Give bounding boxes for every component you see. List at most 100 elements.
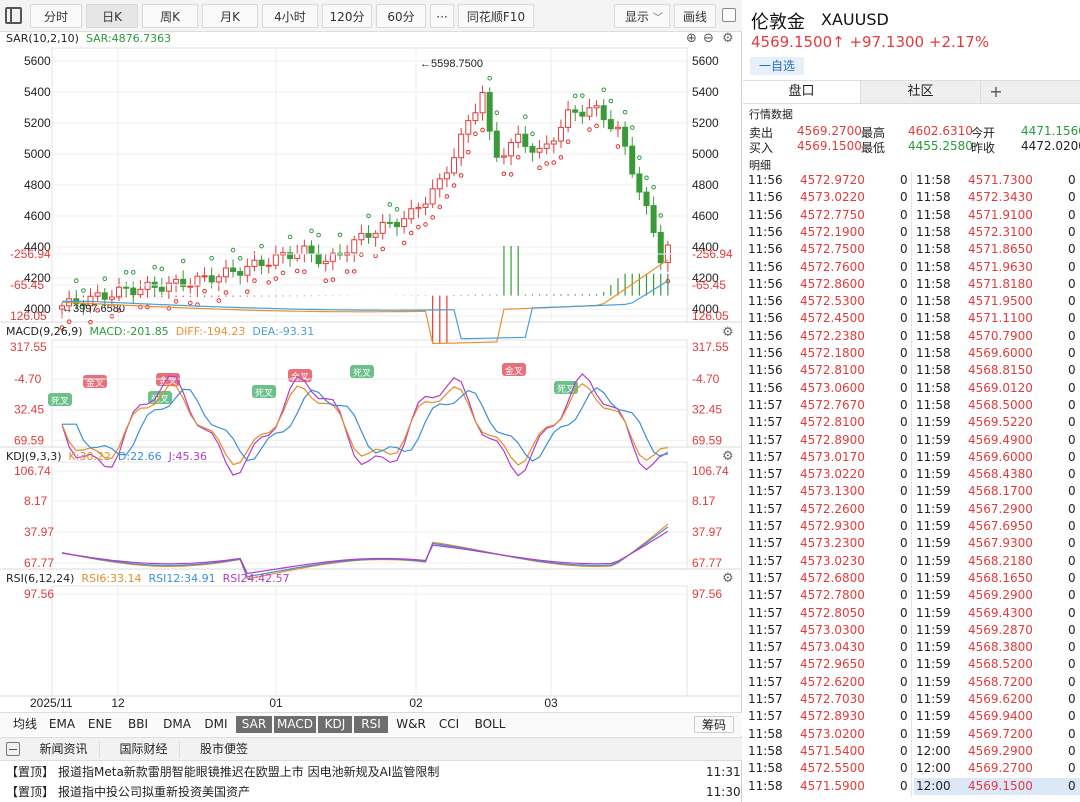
tab-daily-k[interactable]: 日K [86, 4, 138, 28]
tick-time: 11:59 [916, 692, 951, 706]
sar-low-label: ←3997.6580 [62, 303, 125, 315]
f10-button[interactable]: 同花顺F10 [458, 4, 534, 28]
ind-bbi[interactable]: BBI [127, 717, 148, 731]
ind-cci[interactable]: CCI [438, 717, 460, 731]
tick-price: 4573.0200 [800, 726, 865, 741]
ind-ma[interactable]: 均线 [12, 717, 37, 731]
tick-price: 4572.6800 [800, 570, 865, 585]
ind-dma[interactable]: DMA [163, 717, 191, 731]
candle [173, 278, 180, 284]
macd-tick-left: -65.45 [10, 278, 44, 292]
panel-frame [51, 585, 688, 697]
ind-boll[interactable]: BOLL [474, 717, 506, 731]
more-periods-button[interactable]: ··· [430, 4, 454, 28]
sidebar-toggle-icon[interactable] [5, 7, 22, 24]
candle [130, 287, 137, 296]
tab-community[interactable]: 社区 [861, 81, 981, 103]
candle [600, 105, 607, 121]
quote-line: 4569.1500↑ +97.1300 +2.17% [751, 33, 989, 51]
tick-price: 4569.2900 [968, 588, 1033, 603]
ind-ene[interactable]: ENE [87, 717, 113, 731]
tick-price: 4572.7500 [800, 242, 865, 257]
sar-dot [273, 276, 279, 281]
tick-price: 4571.9500 [968, 294, 1033, 309]
add-icon[interactable]: ⊕ [686, 31, 697, 46]
rsi12-line [61, 526, 669, 578]
kline-charts-svg[interactable]: 5600 5600 5400 5400 5200 5200 5000 5000 4800 4800… [0, 0, 742, 712]
ind-kdj[interactable]: KDJ [318, 716, 352, 733]
news-item[interactable]: 【置顶】 报道指Meta新款雷朋智能眼镜推迟在欧盟上市 因电池新规及AI监管限制… [0, 762, 742, 782]
tab-timeshare[interactable]: 分时 [30, 4, 82, 28]
candle [237, 270, 244, 276]
tick-time: 11:57 [748, 588, 783, 603]
display-dropdown[interactable]: 显示 ﹀ [614, 4, 670, 28]
tab-120m[interactable]: 120分 [322, 4, 372, 28]
tick-price: 4573.0300 [800, 622, 865, 637]
sar-dot [302, 269, 307, 274]
ind-sar[interactable]: SAR [236, 716, 272, 733]
add-watchlist-button[interactable]: 一自选 [750, 57, 804, 75]
tick-price: 4569.2900 [968, 743, 1033, 758]
tick-volume: 0 [1068, 397, 1076, 412]
sar-dot [487, 75, 492, 81]
sar-dot [66, 319, 72, 324]
tick-price: 4571.5400 [800, 743, 865, 758]
tick-price: 4568.8150 [968, 363, 1033, 378]
tick-volume: 0 [1068, 588, 1076, 603]
tick-volume: 0 [900, 657, 908, 672]
tab-60m[interactable]: 60分 [376, 4, 426, 28]
tick-volume: 0 [1068, 311, 1076, 326]
rsi-gear-icon[interactable]: ⚙ [722, 571, 734, 586]
tick-time: 11:59 [916, 467, 951, 482]
add-tab-icon[interactable]: + [989, 82, 1003, 101]
tab-stock-notes[interactable]: 股市便签 [199, 742, 248, 756]
sar-dot [344, 269, 350, 274]
tick-volume: 0 [900, 622, 908, 637]
ind-ema[interactable]: EMA [48, 717, 76, 731]
tick-price: 4571.8650 [968, 242, 1033, 257]
news-text: 报道指中投公司拟重新投资美国资产 [58, 785, 251, 799]
ind-rsi[interactable]: RSI [354, 716, 388, 733]
tick-volume: 0 [900, 640, 908, 655]
window-icon[interactable] [722, 8, 736, 22]
sar-gear-icon[interactable]: ⚙ [722, 31, 734, 46]
kdj-gear-icon[interactable]: ⚙ [722, 449, 734, 464]
ind-dmi[interactable]: DMI [204, 717, 228, 731]
collapse-icon[interactable] [6, 742, 20, 756]
sar-dot [437, 204, 443, 210]
tick-time: 11:59 [916, 657, 951, 672]
tick-price: 4572.9650 [800, 657, 865, 672]
news-item[interactable]: 【置顶】 报道指中投公司拟重新投资美国资产 11:30 [0, 782, 742, 802]
tab-4h[interactable]: 4小时 [262, 4, 318, 28]
remove-icon[interactable]: ⊖ [703, 31, 714, 46]
ind-macd[interactable]: MACD [274, 716, 316, 733]
tick-time: 11:58 [916, 380, 951, 395]
macd-gear-icon[interactable]: ⚙ [722, 325, 734, 340]
tab-monthly-k[interactable]: 月K [202, 4, 258, 28]
tick-volume: 0 [900, 553, 908, 568]
tick-volume: 0 [1068, 224, 1076, 239]
rsi-tick-right: 67.77 [692, 556, 722, 570]
sar-tick-right: 4400 [692, 240, 719, 254]
kdj-tick-right: 106.74 [692, 464, 729, 478]
tab-intl-finance[interactable]: 国际财经 [108, 741, 180, 758]
draw-line-button[interactable]: 画线 [674, 4, 716, 28]
tab-pankou[interactable]: 盘口 [743, 81, 861, 103]
rsi-tick-left: 67.77 [24, 556, 54, 570]
tab-news[interactable]: 新闻资讯 [28, 741, 100, 758]
ind-wr[interactable]: W&R [396, 717, 426, 731]
tab-weekly-k[interactable]: 周K [142, 4, 198, 28]
sar-dot [245, 289, 250, 294]
open-value: 4471.1560 [1021, 124, 1080, 138]
rsi-legend: RSI(6,12,24) RSI6:33.14 RSI12:34.91 RSI2… [6, 572, 290, 585]
tick-time: 11:57 [748, 449, 783, 464]
candle [144, 281, 151, 290]
candle [650, 205, 657, 233]
tick-volume: 0 [900, 570, 908, 585]
candle [365, 232, 372, 238]
candle [358, 232, 365, 241]
tick-price: 4572.6200 [800, 674, 865, 689]
chip-button[interactable]: 筹码 [694, 716, 734, 733]
sar-dot [494, 110, 500, 116]
candle [301, 245, 308, 255]
